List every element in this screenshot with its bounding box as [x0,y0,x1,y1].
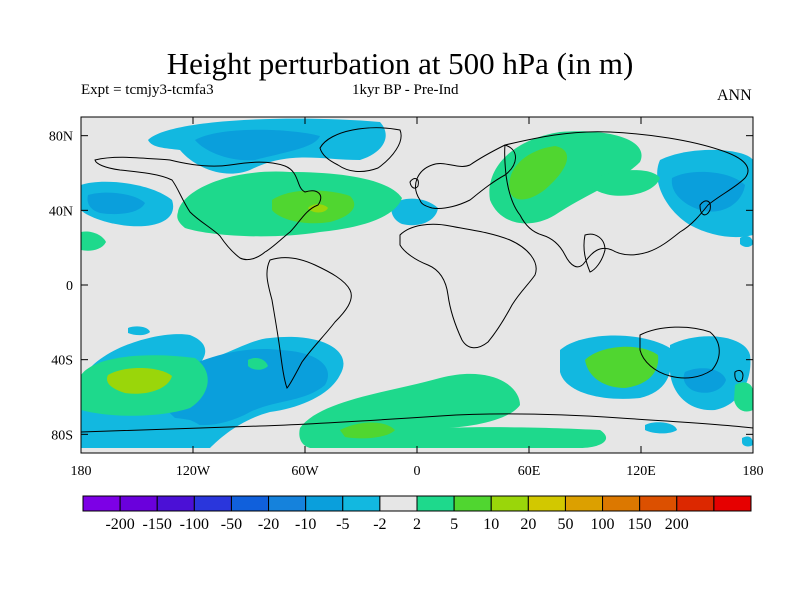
colorbar-label: -2 [373,516,386,533]
map-frame [80,116,754,454]
contour-negative-small-2 [128,326,150,336]
colorbar-swatch [639,495,678,512]
y-tick-label: 40N [49,204,73,219]
colorbar-label: 10 [483,516,499,533]
colorbar-swatch [379,495,418,512]
colorbar-label: 20 [520,516,536,533]
contour-negative-small-3 [742,436,753,447]
x-tick-label: 180 [71,464,92,479]
colorbar-swatch [602,495,641,512]
colorbar-swatch [713,495,752,512]
contour-negative-small-1 [740,236,753,247]
contour-negative-spo [81,414,206,447]
contour-positive-spacific-core [106,367,172,394]
map-title: Height perturbation at 500 hPa (in m) [166,46,634,81]
contour-positive-antarctic-core [340,422,395,439]
contour-positive-pacific-w [81,231,106,251]
contour-negative-natl [391,198,438,226]
contour-negative-australia-east-core [683,368,726,393]
colorbar-label: -200 [105,516,134,533]
colorbar-label: 50 [557,516,573,533]
contour-positive-sh-east [734,382,753,412]
coastline-australia [639,326,720,379]
contour-positive-indian [585,346,659,388]
colorbar: -200 -150 -100 -50 -20 -10 -5 -2 2 5 10 20 50 100 150 2… [82,495,752,533]
colorbar-label: -5 [336,516,349,533]
y-tick-label: 40S [51,354,73,369]
y-tick-label: 80N [49,130,73,145]
coastline-greenland [319,127,402,173]
y-tick-label: 80S [51,428,73,443]
coastline-asia [504,131,749,268]
map-axes: 180 120W 60W 0 60E 120E 180 80N 40N 0 40S 80S [49,117,764,479]
colorbar-label: 100 [591,516,615,533]
continent-outlines [81,127,753,433]
contour-positive-eurasia-ne [589,170,660,196]
coastline-india [583,233,606,273]
colorbar-label: -100 [180,516,209,533]
x-tick-label: 180 [743,464,764,479]
colorbar-label: 5 [450,516,458,533]
colorbar-swatch [230,495,270,512]
contour-negative-npacific-core [87,192,145,215]
colorbar-label: -10 [295,516,316,533]
colorbar-swatch [342,495,381,512]
y-tick-label: 0 [66,279,73,294]
colorbar-swatch [453,495,492,512]
contour-positive-eurasia-core [509,146,568,200]
coastline-europe [415,144,516,209]
contour-fields [81,118,753,448]
colorbar-swatch [193,495,232,512]
coastline-south-america [266,257,352,389]
contour-negative-npac-east-core [671,171,745,212]
colorbar-swatch [527,495,566,512]
x-tick-label: 60E [518,464,541,479]
colorbar-swatch [564,495,604,512]
coastline-new-zealand [734,369,744,383]
coastline-north-america [94,156,322,261]
x-tick-label: 120E [626,464,656,479]
contour-positive-namerica-max [308,204,328,213]
contour-positive-eurasia [489,131,642,224]
colorbar-label: 200 [665,516,689,533]
colorbar-label: -50 [221,516,242,533]
colorbar-swatch [416,495,455,512]
coastline-uk [409,178,419,189]
coastline-africa [399,223,537,349]
season-label: ANN [717,87,752,104]
colorbar-label: -20 [258,516,279,533]
contour-negative-arctic-core [195,129,320,161]
colorbar-swatch [82,495,121,512]
colorbar-swatch [305,495,344,512]
colorbar-swatch [490,495,529,512]
contour-negative-small-4 [645,422,677,434]
x-tick-label: 0 [414,464,421,479]
colorbar-swatch [268,495,307,512]
period-label: 1kyr BP - Pre-Ind [352,82,459,98]
x-tick-label: 120W [176,464,211,479]
colorbar-swatch [156,495,195,512]
contour-positive-small [248,358,268,370]
colorbar-swatch [119,495,158,512]
colorbar-swatch [676,495,715,512]
colorbar-label: 2 [413,516,421,533]
x-tick-label: 60W [291,464,319,479]
colorbar-label: 150 [628,516,652,533]
coastline-japan [699,200,711,216]
experiment-label: Expt = tcmjy3-tcmfa3 [81,82,214,98]
coastline-antarctica [81,413,753,433]
colorbar-label: -150 [143,516,172,533]
